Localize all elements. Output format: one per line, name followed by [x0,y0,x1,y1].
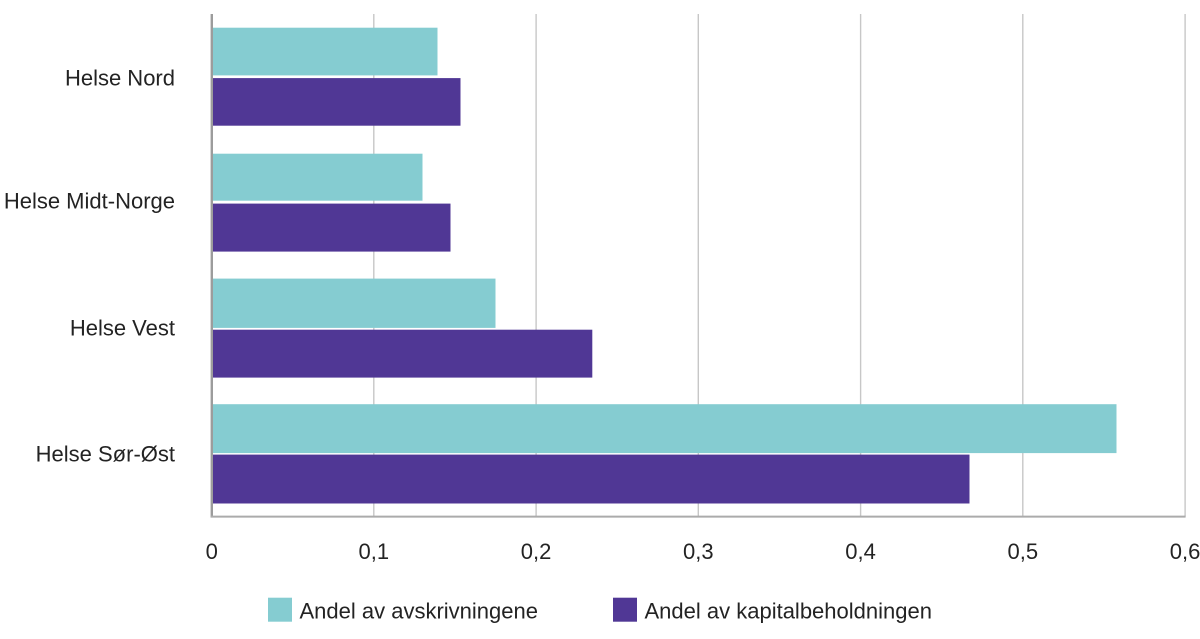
svg-text:Andel av avskrivningene: Andel av avskrivningene [300,599,538,624]
svg-text:0,4: 0,4 [845,539,876,564]
svg-text:0,5: 0,5 [1008,539,1039,564]
svg-text:Helse Nord: Helse Nord [65,66,175,91]
svg-text:0,2: 0,2 [521,539,552,564]
svg-text:Helse Sør-Øst: Helse Sør-Øst [36,442,175,467]
svg-text:0,6: 0,6 [1170,539,1200,564]
svg-text:Helse Vest: Helse Vest [70,316,175,341]
svg-text:0: 0 [206,539,218,564]
svg-text:Helse Midt-Norge: Helse Midt-Norge [4,188,175,213]
svg-text:Andel av kapitalbeholdningen: Andel av kapitalbeholdningen [645,599,932,624]
svg-text:0,3: 0,3 [683,539,714,564]
svg-text:0,1: 0,1 [359,539,390,564]
